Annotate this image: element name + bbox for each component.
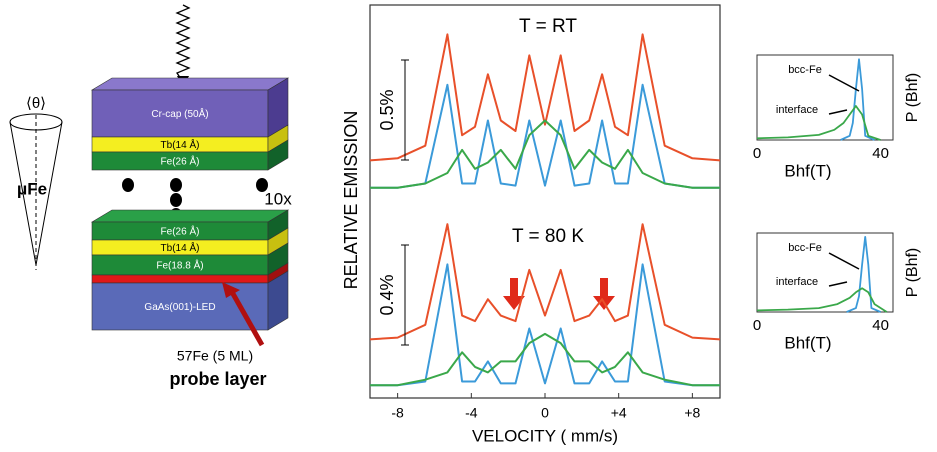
x-axis-label: Bhf(T) <box>784 161 831 180</box>
annotation: bcc-Fe <box>788 242 822 254</box>
spectra-frame <box>369 4 721 399</box>
photon <box>175 4 191 83</box>
scale-label: 0.5% <box>377 89 397 130</box>
layer-label: Fe(26 Å) <box>161 155 200 168</box>
scale-bar <box>401 59 409 161</box>
series-line <box>846 236 881 313</box>
annotation: interface <box>776 276 818 288</box>
layer-label: Tb(14 Å) <box>161 138 200 151</box>
series-line <box>369 33 721 162</box>
layer-side <box>267 270 289 331</box>
y-axis-label: P (Bhf) <box>904 248 921 298</box>
annotation-pointer <box>828 74 860 92</box>
panel-frame <box>756 232 894 313</box>
series-line <box>756 287 888 313</box>
layer-top <box>90 77 290 91</box>
x-tick-label: 40 <box>872 145 889 162</box>
angle-label: ⟨θ⟩ <box>26 95 46 112</box>
y-axis-label: P (Bhf) <box>904 73 921 123</box>
x-tick-label: -4 <box>465 405 478 421</box>
x-tick-label: 40 <box>872 317 889 334</box>
series-line <box>840 58 875 141</box>
panel-frame <box>756 54 894 141</box>
annotation: interface <box>776 104 818 116</box>
layer-label: Cr-cap (50Å) <box>151 107 208 120</box>
dot <box>170 178 182 192</box>
probe-label: probe layer <box>169 369 266 389</box>
probe-arrow-head <box>222 282 240 298</box>
x-tick-label: -8 <box>391 405 404 421</box>
series-line <box>370 332 720 387</box>
layer <box>91 274 269 284</box>
series-line <box>756 105 881 141</box>
repeat-label: 10x <box>264 189 292 208</box>
x-tick-label: 0 <box>541 405 549 421</box>
panel-title: T = RT <box>519 16 577 37</box>
x-tick-label: 0 <box>753 317 761 334</box>
annotation-pointer <box>828 252 860 270</box>
series-line <box>370 263 720 387</box>
layer-side <box>267 139 289 171</box>
annotation: bcc-Fe <box>788 64 822 76</box>
scale-label: 0.4% <box>377 274 397 315</box>
dot <box>122 178 134 192</box>
annotation-pointer <box>828 109 848 115</box>
layer-diagram: Cr-cap (50Å) Tb(14 Å) Fe(26 Å) Fe(26 Å) Tb(1… <box>9 4 290 347</box>
layer-top <box>90 209 290 223</box>
arrows <box>503 278 615 310</box>
layer-label: Fe(18.8 Å) <box>156 259 203 272</box>
layer-label: Tb(14 Å) <box>161 241 200 254</box>
moment-label: μFe <box>17 179 47 198</box>
y-axis-label: RELATIVE EMISSION <box>341 111 361 290</box>
x-tick-label: +8 <box>684 405 700 421</box>
layer-label: GaAs(001)-LED <box>144 302 215 313</box>
annotation-pointer <box>828 281 848 287</box>
series-line <box>369 223 721 341</box>
layer-label: Fe(26 Å) <box>161 225 200 238</box>
x-tick-label: 0 <box>753 145 761 162</box>
panel-title: T = 80 K <box>512 226 584 247</box>
probe-arrow <box>229 290 265 347</box>
x-tick-label: +4 <box>611 405 627 421</box>
series-line <box>370 119 720 189</box>
dot <box>256 178 268 192</box>
scale-bar <box>401 244 409 346</box>
dot <box>170 193 182 207</box>
x-axis-label: VELOCITY ( mm/s) <box>472 426 618 445</box>
series-line <box>370 83 720 189</box>
probe-text: 57Fe (5 ML) <box>177 348 253 364</box>
x-axis-label: Bhf(T) <box>784 333 831 352</box>
